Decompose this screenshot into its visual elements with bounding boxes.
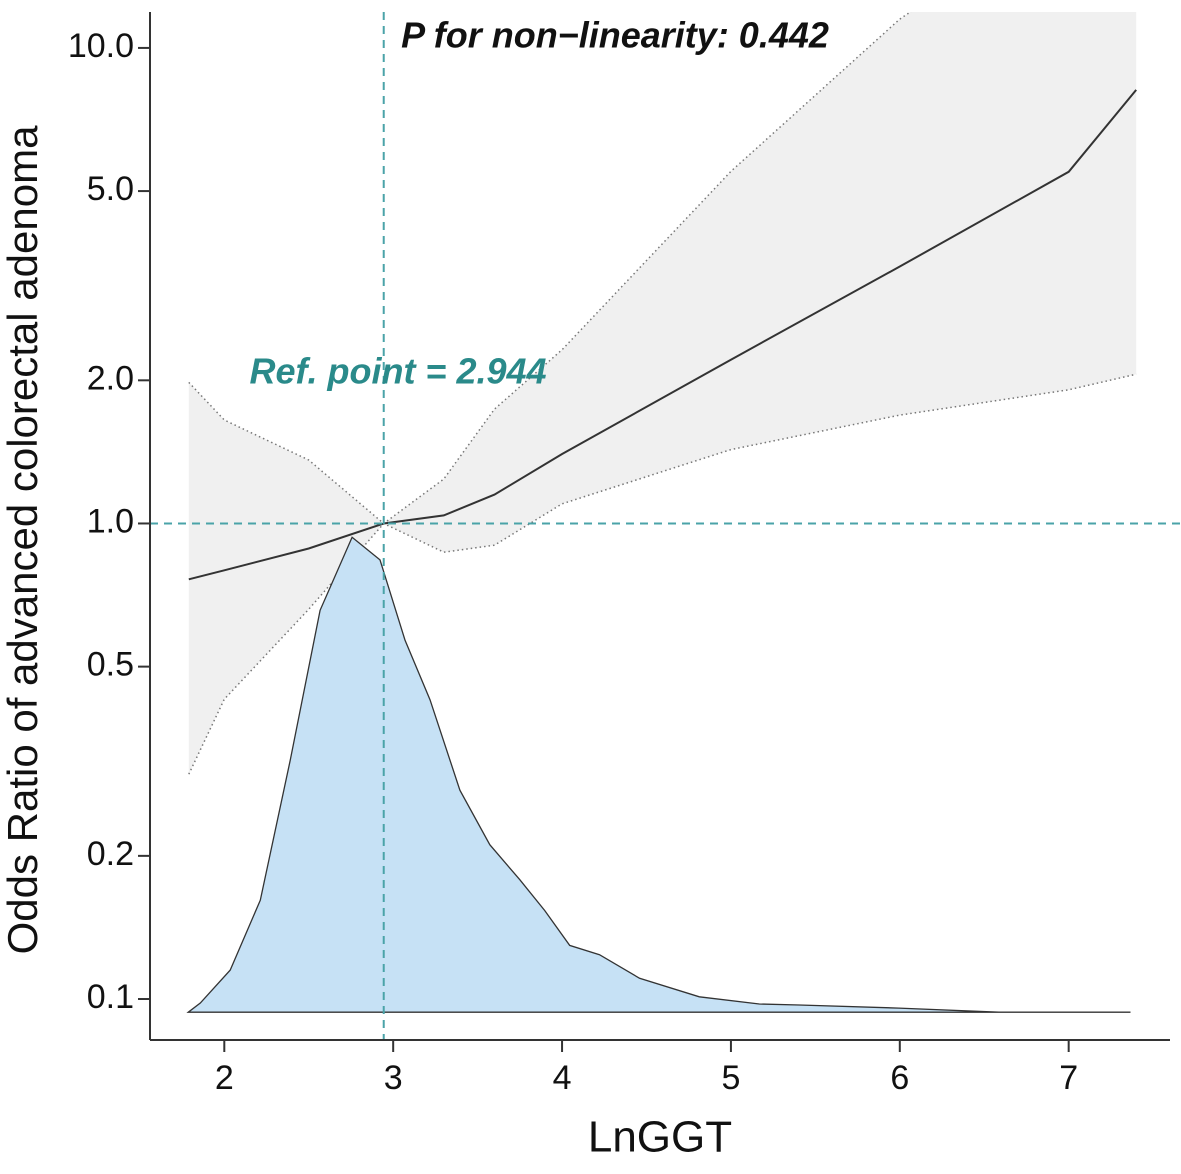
ci-upper-line	[188, 12, 912, 525]
y-axis-title: Odds Ratio of advanced colorectal adenom…	[0, 125, 46, 954]
x-tick-label: 5	[721, 1059, 740, 1097]
y-tick-label: 5.0	[87, 170, 134, 208]
annotation-p-value: P for non−linearity: 0.442	[401, 15, 829, 56]
ci-lower-line	[188, 373, 1137, 775]
x-tick-label: 2	[215, 1059, 234, 1097]
y-tick-label: 0.2	[87, 835, 134, 873]
density-area	[186, 536, 1131, 1013]
plot-layer	[186, 12, 1137, 1040]
annotation-ref-point: Ref. point = 2.944	[249, 351, 546, 392]
x-axis-title: LnGGT	[588, 1113, 732, 1162]
y-tick-label: 0.5	[87, 646, 134, 684]
y-tick-label: 1.0	[87, 502, 134, 540]
x-tick-label: 3	[384, 1059, 403, 1097]
or-line	[188, 89, 1137, 581]
y-tick-label: 0.1	[87, 978, 134, 1016]
y-tick-label: 10.0	[68, 27, 134, 65]
x-tick-label: 6	[890, 1059, 909, 1097]
y-tick-label: 2.0	[87, 359, 134, 397]
x-tick-label: 4	[553, 1059, 572, 1097]
x-tick-label: 7	[1059, 1059, 1078, 1097]
confidence-band	[188, 12, 1137, 775]
